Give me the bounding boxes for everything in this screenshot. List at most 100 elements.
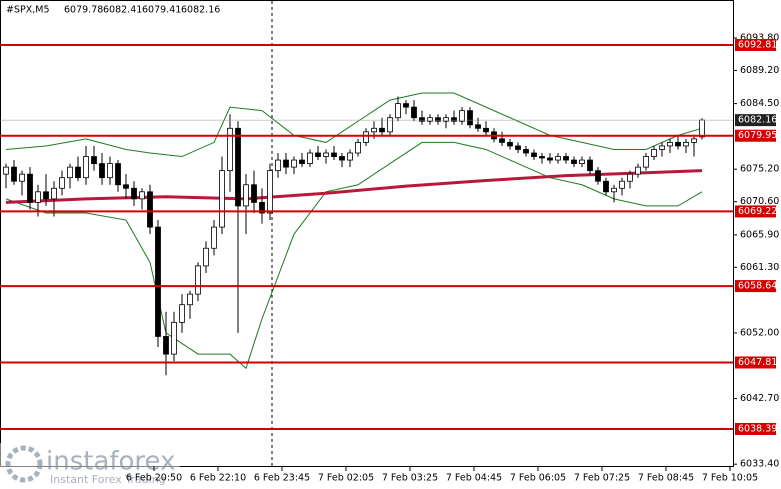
candle-body [219,170,225,228]
candle-body [259,201,265,214]
candle-body [59,177,65,189]
candle-body [683,142,689,147]
watermark-logo [5,445,43,483]
level-label: 6079.95 [738,130,777,141]
candle-body [251,184,257,203]
level-label-box [735,280,776,293]
candle-body [187,293,193,306]
price-label-box [735,114,776,127]
candle-body [275,159,281,172]
candle-body [27,173,33,203]
candle-body [123,184,129,189]
level-label: 6038.39 [738,423,777,434]
y-tick-label: 6070.60 [740,196,779,207]
candle-body [67,166,73,179]
candle-body [571,159,577,164]
x-tick-label: 7 Feb 07:25 [574,473,630,484]
candle-body [643,156,649,168]
candle-body [667,142,673,147]
y-tick-label: 6033.40 [740,459,779,470]
candle-body [651,149,657,157]
x-tick-label: 7 Feb 04:45 [446,473,502,484]
candle-body [347,152,353,161]
candle-body [179,304,185,323]
plot-frame [0,0,734,467]
candle-body [211,226,217,249]
candle-body [627,173,633,182]
watermark-brand: instaforex [46,447,175,477]
candle-body [43,191,49,200]
y-tick-label: 6052.00 [740,327,779,338]
candle-body [411,106,417,119]
candle-body [363,131,369,143]
candle-body [19,173,25,182]
candle-body [131,187,137,200]
level-label-box [735,38,776,51]
candle-body [635,166,641,175]
candle-body [3,166,9,175]
candle-body [539,156,545,159]
candle-body [203,247,209,267]
candle-body [331,152,337,157]
candle-body [115,163,121,186]
level-label: 6069.22 [738,206,777,217]
x-tick-label: 7 Feb 08:45 [638,473,694,484]
candle-body [147,191,153,228]
chart-title: #SPX,M5 [6,5,50,16]
candle-body [675,142,681,147]
level-label-box [735,356,776,369]
candle-body [563,156,569,161]
candle-body [323,152,329,157]
candle-body [515,145,521,150]
candle-body [99,163,105,179]
candle-body [139,191,145,200]
candle-body [595,170,601,182]
y-tick-label: 6089.20 [740,65,779,76]
candle-body [387,117,393,133]
candle-body [243,184,249,207]
price-label: 6082.16 [738,115,777,126]
level-label-box [735,422,776,435]
candle-body [283,159,289,168]
candle-body [419,117,425,122]
level-label: 6092.81 [738,39,777,50]
candle-body [443,117,449,122]
y-tick-label: 6065.90 [740,229,779,240]
header-open: 6079.78 [64,5,103,16]
y-tick-label: 6075.20 [740,164,779,175]
candle-body [483,127,489,133]
candle-body [11,166,17,182]
candle-body [531,152,537,157]
candle-body [267,170,273,214]
candle-body [427,117,433,122]
x-tick-label: 7 Feb 06:05 [510,473,566,484]
x-tick-label: 7 Feb 03:25 [382,473,438,484]
candle-body [403,103,409,108]
candle-body [395,103,401,119]
x-tick-label: 6 Feb 20:50 [126,473,182,484]
x-tick-label: 7 Feb 10:05 [702,473,758,484]
candle-body [475,124,481,129]
y-tick-label: 6042.70 [740,393,779,404]
candle-body [611,187,617,193]
candle-body [315,152,321,157]
y-tick-label: 6084.50 [740,98,779,109]
candle-body [371,127,377,133]
candle-body [227,127,233,172]
candle-body [75,166,81,179]
candle-body [459,110,465,122]
candle-body [91,156,97,164]
candle-body [155,226,161,337]
candle-body [435,117,441,122]
candle-body [171,321,177,355]
candle-body [691,138,697,143]
bollinger-lower [5,141,703,370]
watermark: instaforex Instant Forex Trading [0,443,180,489]
candle-body [163,336,169,355]
candle-body [299,159,305,164]
header-high: 6082.41 [103,5,142,16]
candle-body [659,145,665,150]
marks [3,92,705,376]
level-label: 6058.64 [738,281,777,292]
